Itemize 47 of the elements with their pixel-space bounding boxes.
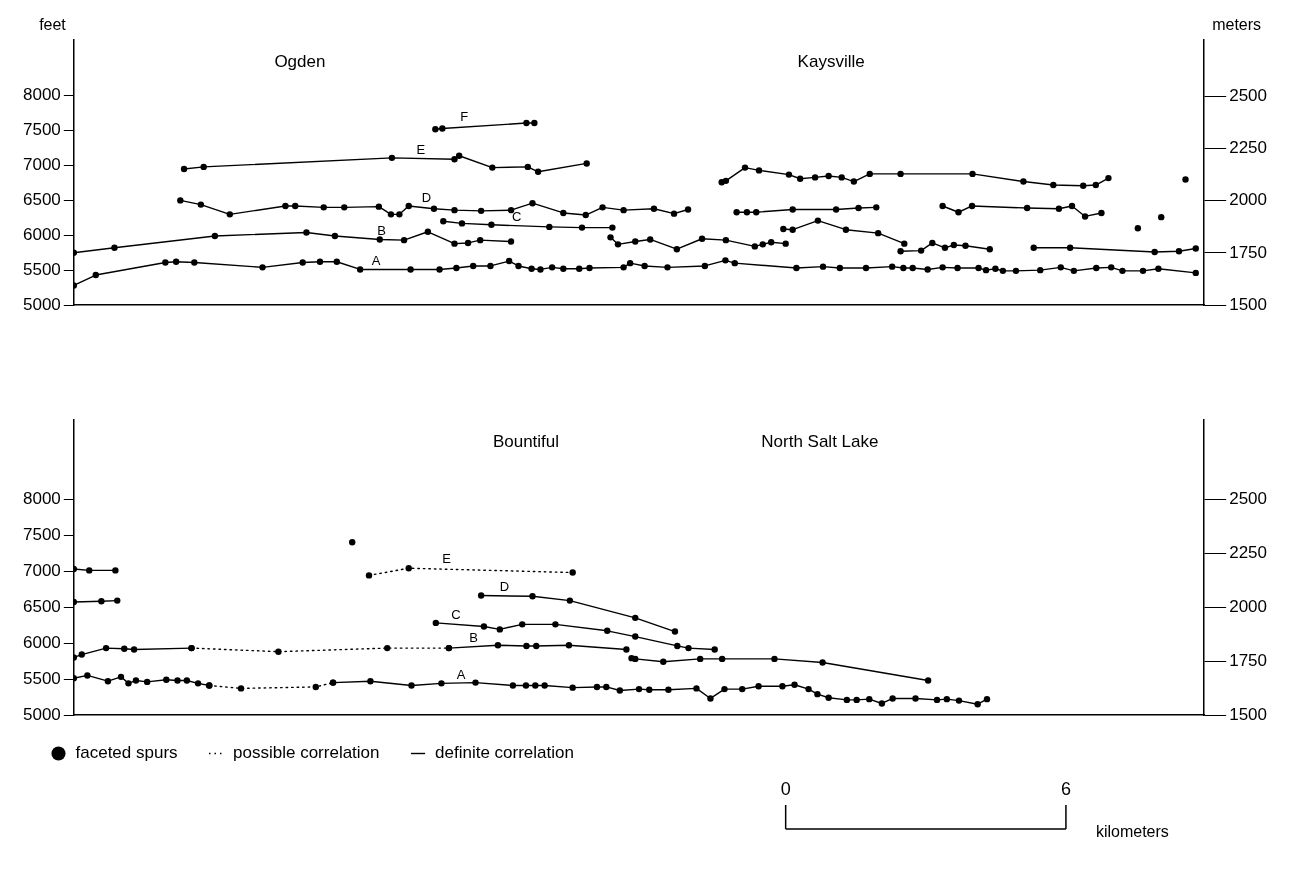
annotation: B xyxy=(377,222,386,238)
annotation: D xyxy=(499,578,510,594)
y-tick-label: 8000 xyxy=(22,85,61,105)
y-tick-label: 7000 xyxy=(22,560,61,580)
y-tick-label: 5000 xyxy=(22,294,61,314)
legend-label: definite correlation xyxy=(435,743,574,763)
y2-tick-label: 2500 xyxy=(1229,489,1268,509)
y-axis-title: feet xyxy=(39,16,67,34)
y-tick-label: 5000 xyxy=(22,704,61,724)
y-tick-label: 6500 xyxy=(22,190,61,210)
y2-axis-title: meters xyxy=(1212,16,1262,34)
y-tick-label: 8000 xyxy=(22,488,61,508)
y2-tick-label: 1750 xyxy=(1229,650,1268,670)
annotation: C xyxy=(511,209,522,225)
annotation: Bountiful xyxy=(492,431,560,451)
y-tick-label: 7500 xyxy=(22,120,61,140)
annotation: B xyxy=(469,629,478,645)
annotation: E xyxy=(416,141,426,157)
annotation: D xyxy=(421,189,432,205)
y2-tick-label: 2000 xyxy=(1229,190,1268,210)
y2-tick-label: 1500 xyxy=(1229,294,1268,314)
y2-tick-label: 1750 xyxy=(1229,242,1268,262)
annotation: North Salt Lake xyxy=(761,431,879,451)
annotation: E xyxy=(442,551,452,567)
annotation: A xyxy=(371,252,381,268)
legend-label: faceted spurs xyxy=(75,743,178,763)
annotation: Kaysville xyxy=(797,51,865,71)
y-tick-label: 6500 xyxy=(22,596,61,616)
y2-tick-label: 2000 xyxy=(1229,597,1268,617)
x-tick-label: 0 xyxy=(780,778,791,799)
legend-label: possible correlation xyxy=(233,743,380,763)
y-tick-label: 7500 xyxy=(22,524,61,544)
annotation: A xyxy=(456,667,466,683)
y2-tick-label: 2250 xyxy=(1229,543,1268,563)
y2-tick-label: 2250 xyxy=(1229,138,1268,158)
y-tick-label: 6000 xyxy=(22,632,61,652)
y-tick-label: 7000 xyxy=(22,155,61,175)
x-tick-label: 6 xyxy=(1060,778,1071,799)
y-tick-label: 6000 xyxy=(22,224,61,244)
annotation: F xyxy=(460,108,469,124)
annotation: C xyxy=(451,606,461,622)
y2-tick-label: 2500 xyxy=(1229,86,1268,106)
x-axis-title: kilometers xyxy=(1095,823,1169,841)
y-tick-label: 5500 xyxy=(22,259,61,279)
y2-tick-label: 1500 xyxy=(1229,704,1268,724)
annotation: Ogden xyxy=(274,51,326,71)
y-tick-label: 5500 xyxy=(22,668,61,688)
